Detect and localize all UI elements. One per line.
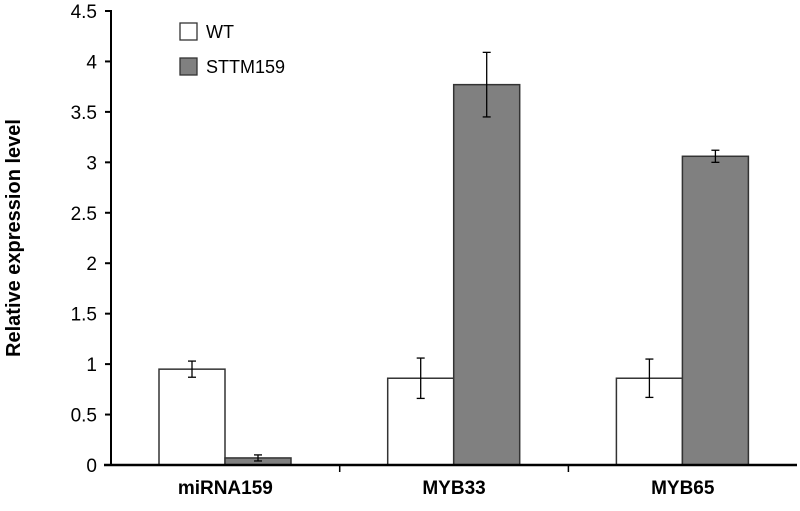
bar-wt-mirna159 <box>158 368 226 466</box>
legend-swatch-sttm159 <box>179 57 198 76</box>
category-label: MYB65 <box>651 478 715 499</box>
y-tick-label: 0.5 <box>71 406 97 427</box>
legend-swatch-wt <box>179 22 198 41</box>
y-tick-label: 3.5 <box>71 103 97 124</box>
legend: WT STTM159 <box>179 22 285 77</box>
y-tick-label: 2 <box>86 254 97 275</box>
y-tick-label: 1.5 <box>71 305 97 326</box>
y-tick-label: 1 <box>86 355 97 376</box>
y-tick-label: 2.5 <box>71 204 97 225</box>
legend-label: WT <box>206 22 234 42</box>
y-tick-label: 4.5 <box>71 2 97 23</box>
y-tick-label: 4 <box>86 52 97 73</box>
y-axis-label: Relative expression level <box>3 119 25 357</box>
bar-sttm159-myb33 <box>452 83 521 466</box>
category-label: MYB33 <box>422 478 485 499</box>
legend-label: STTM159 <box>206 57 285 77</box>
bar-sttm159-myb65 <box>681 155 750 466</box>
y-tick-label: 0 <box>86 456 97 477</box>
y-tick-label: 3 <box>86 153 97 174</box>
category-label: miRNA159 <box>178 478 273 499</box>
